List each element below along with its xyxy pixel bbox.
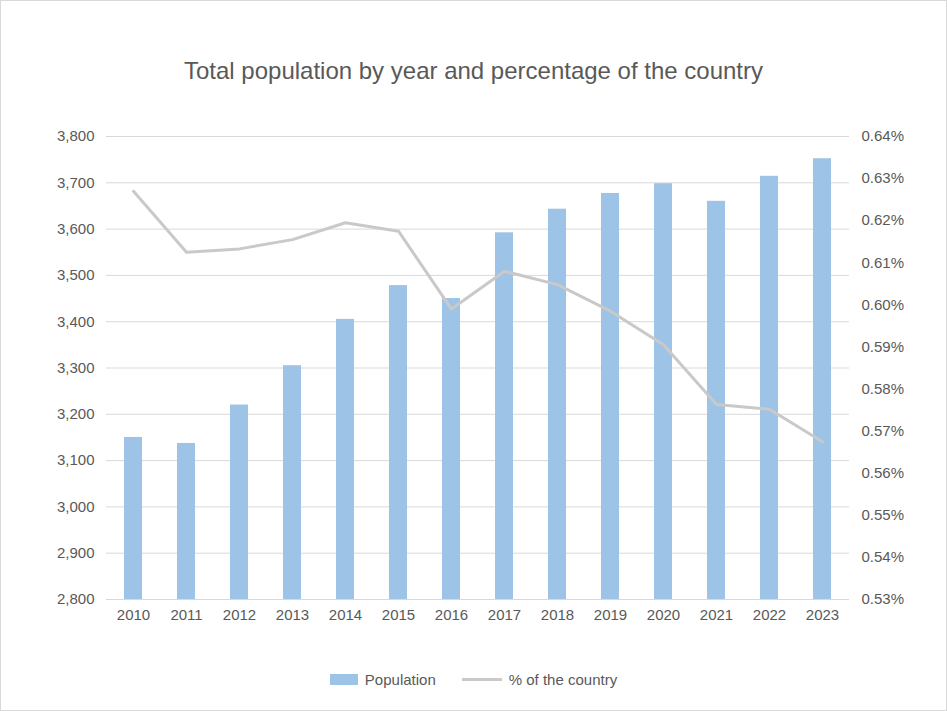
svg-text:3,600: 3,600	[57, 220, 95, 237]
svg-text:2020: 2020	[647, 606, 680, 623]
svg-text:0.60%: 0.60%	[862, 296, 905, 313]
svg-text:2016: 2016	[435, 606, 468, 623]
svg-text:2,800: 2,800	[57, 590, 95, 607]
svg-text:0.55%: 0.55%	[862, 506, 905, 523]
svg-text:2014: 2014	[329, 606, 362, 623]
svg-text:0.56%: 0.56%	[862, 464, 905, 481]
svg-text:2013: 2013	[276, 606, 309, 623]
html-text:Total population by year and p: Total population by year and percentage …	[184, 57, 763, 84]
svg-text:3,500: 3,500	[57, 266, 95, 283]
svg-text:2021: 2021	[700, 606, 733, 623]
svg-text:3,300: 3,300	[57, 359, 95, 376]
svg-text:3,200: 3,200	[57, 405, 95, 422]
svg-text:3,100: 3,100	[57, 451, 95, 468]
svg-text:3,000: 3,000	[57, 498, 95, 515]
svg-text:0.59%: 0.59%	[862, 338, 905, 355]
svg-text:0.61%: 0.61%	[862, 254, 905, 271]
svg-text:2022: 2022	[753, 606, 786, 623]
svg-text:3,700: 3,700	[57, 174, 95, 191]
svg-text:3,800: 3,800	[57, 127, 95, 144]
svg-text:2,900: 2,900	[57, 544, 95, 561]
svg-text:0.58%: 0.58%	[862, 380, 905, 397]
svg-text:2015: 2015	[382, 606, 415, 623]
html-text:% of the country: % of the country	[508, 671, 618, 688]
svg-text:0.54%: 0.54%	[862, 548, 905, 565]
svg-text:0.63%: 0.63%	[862, 169, 905, 186]
svg-text:0.53%: 0.53%	[862, 590, 905, 607]
svg-text:2023: 2023	[806, 606, 839, 623]
svg-text:2019: 2019	[594, 606, 627, 623]
svg-text:0.64%: 0.64%	[862, 127, 905, 144]
svg-text:2011: 2011	[170, 606, 202, 623]
svg-text:2012: 2012	[223, 606, 256, 623]
html-text:Population: Population	[364, 671, 436, 688]
svg-text:3,400: 3,400	[57, 313, 95, 330]
svg-text:2010: 2010	[117, 606, 150, 623]
svg-text:2017: 2017	[488, 606, 521, 623]
svg-text:0.57%: 0.57%	[862, 422, 905, 439]
svg-text:2018: 2018	[541, 606, 574, 623]
svg-text:0.62%: 0.62%	[862, 211, 905, 228]
